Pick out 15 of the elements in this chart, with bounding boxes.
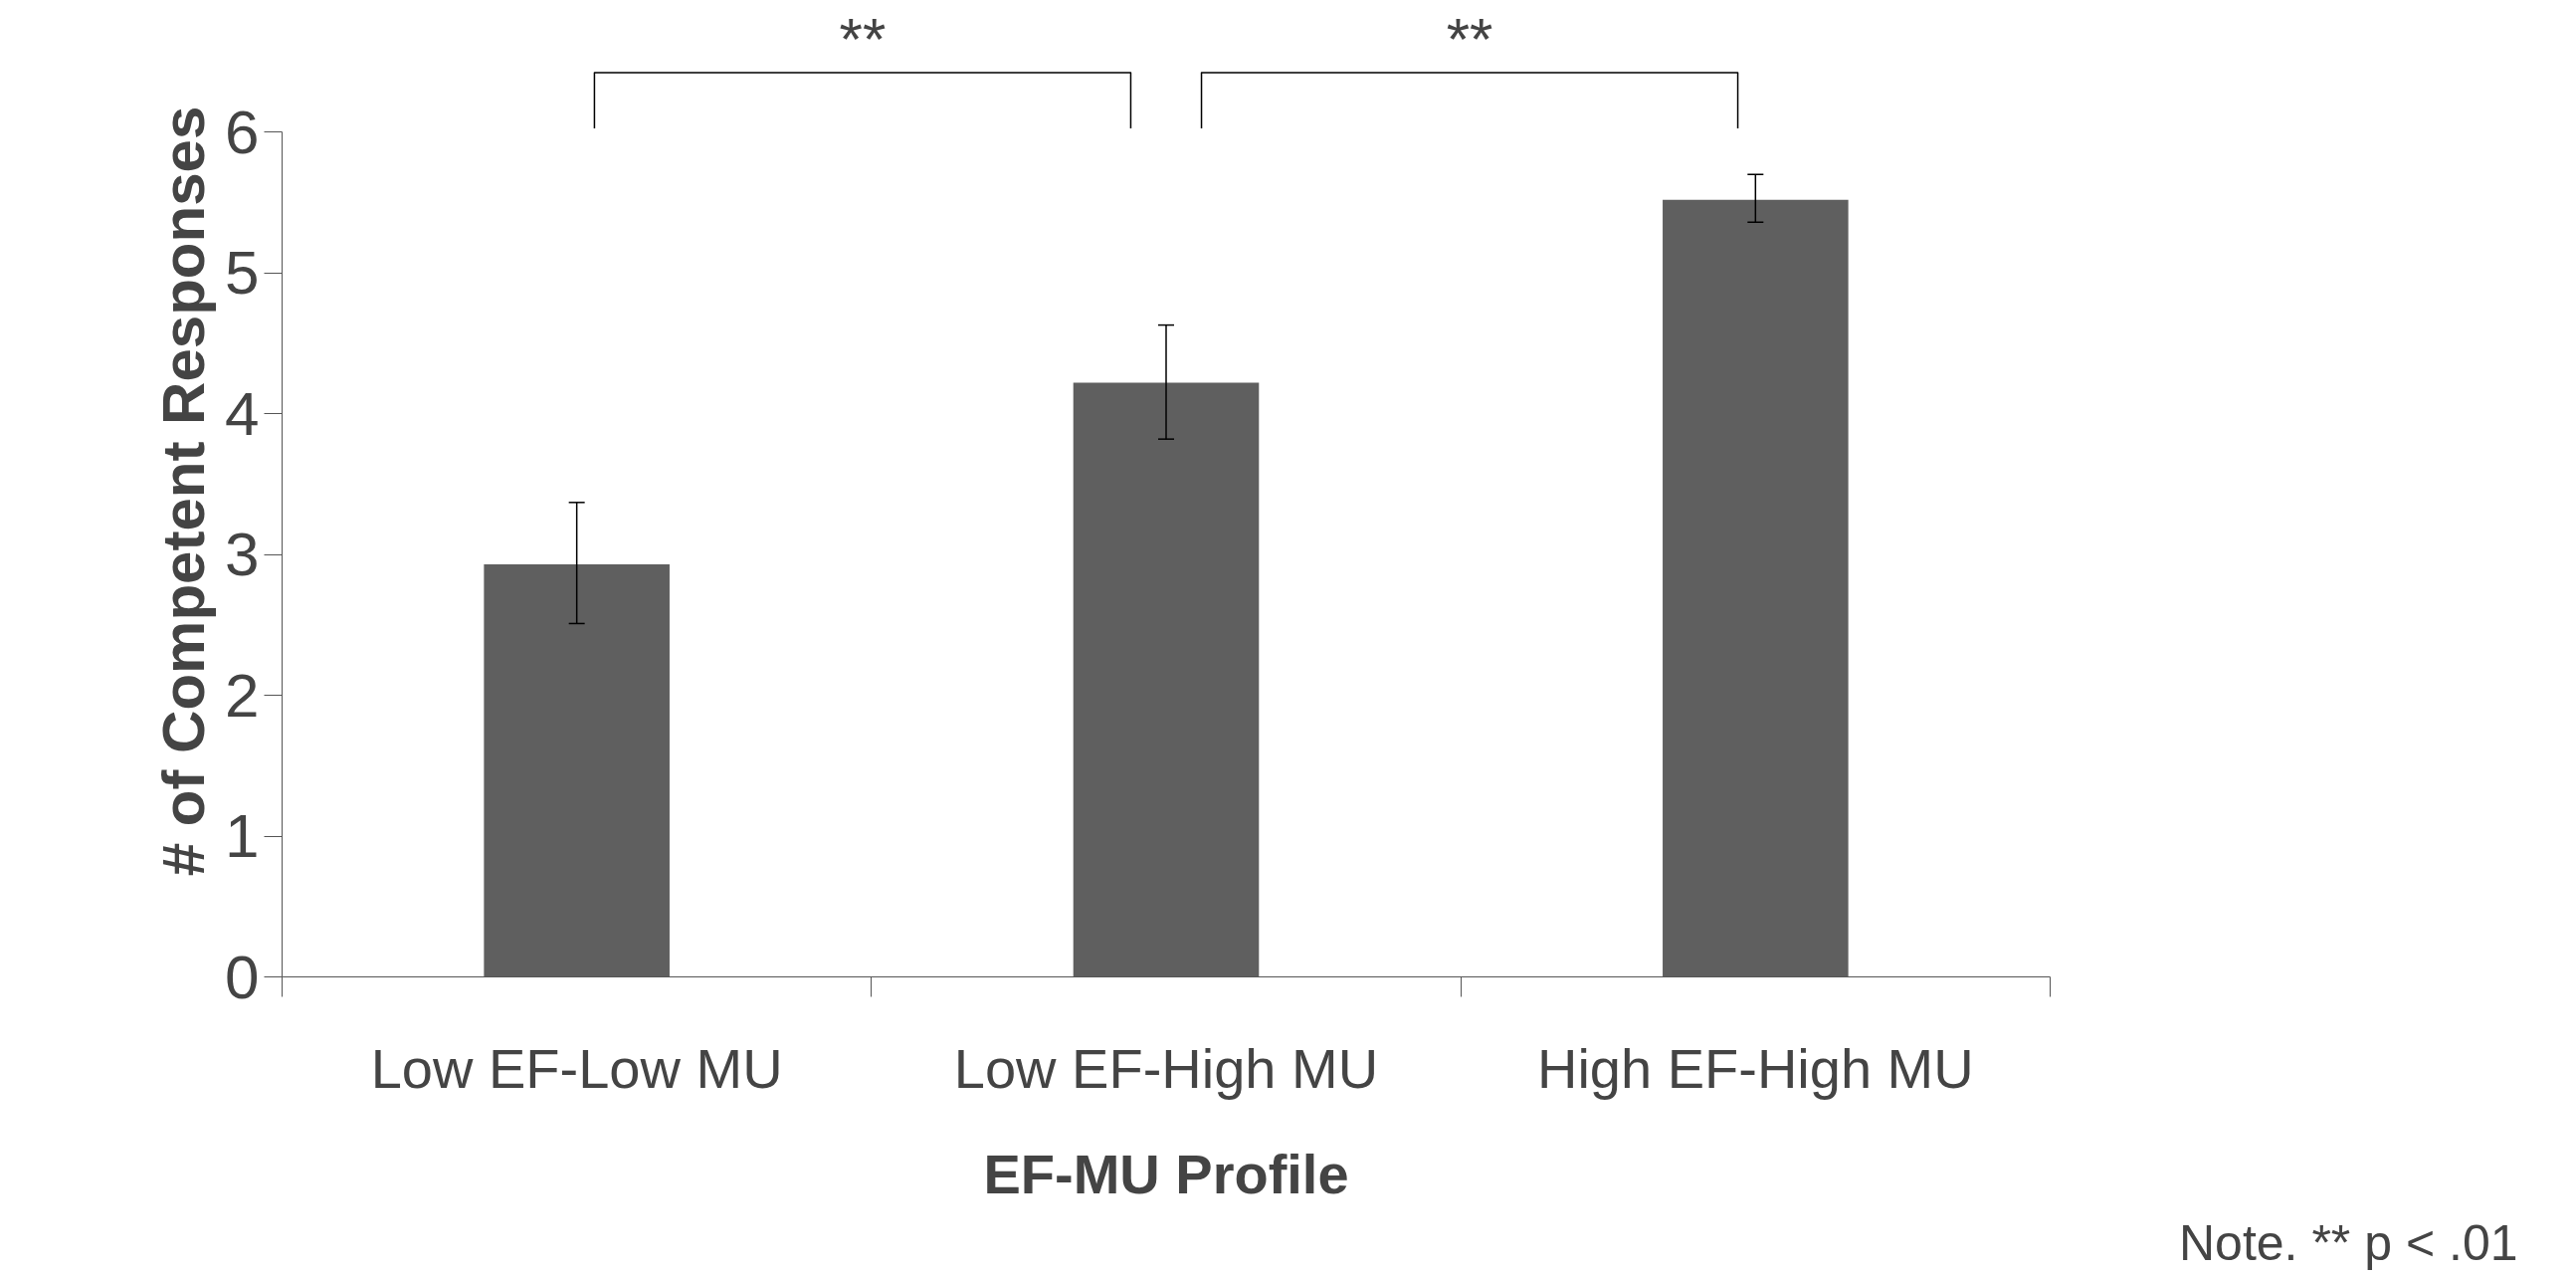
x-tick-label: Low EF-Low MU	[370, 1036, 783, 1100]
x-axis-title: EF-MU Profile	[983, 1142, 1349, 1205]
text: **	[839, 5, 887, 73]
y-tick-label: 5	[225, 238, 260, 308]
y-tick-label: 3	[225, 520, 260, 589]
y-tick-label: 1	[225, 801, 260, 871]
y-tick-label: 0	[225, 942, 260, 1011]
y-tick-label: 6	[225, 97, 260, 166]
text: Note. ** p < .01	[2179, 1214, 2518, 1271]
y-axis-title: # of Competent Responses	[150, 106, 218, 877]
x-tick-label: High EF-High MU	[1536, 1036, 1974, 1100]
y-tick-label: 4	[225, 378, 260, 448]
x-tick-label: Low EF-High MU	[953, 1036, 1379, 1100]
text: **	[1446, 5, 1493, 73]
y-tick-label: 2	[225, 660, 260, 730]
